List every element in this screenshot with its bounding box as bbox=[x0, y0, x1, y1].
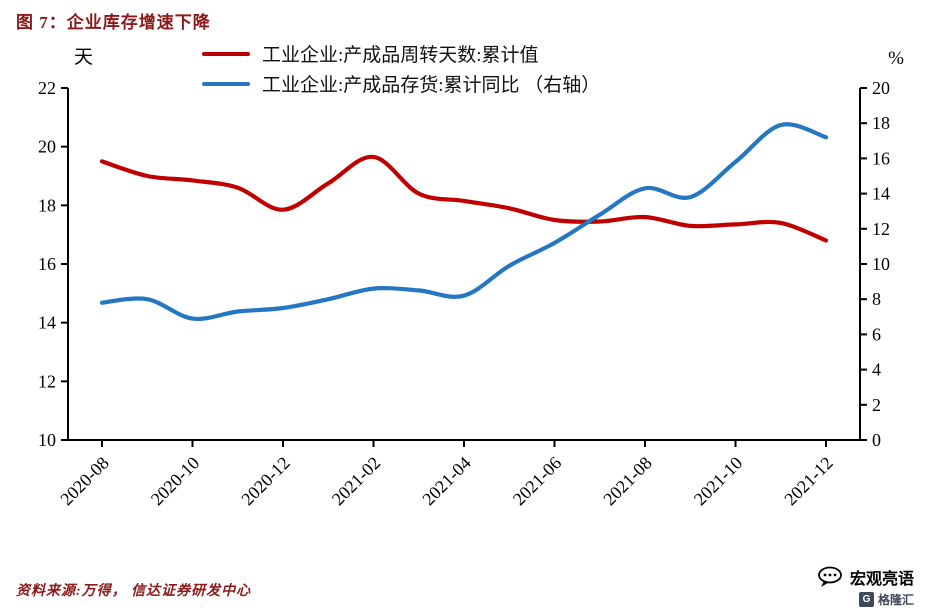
gelonghui-watermark: G 格隆汇 bbox=[858, 591, 914, 608]
left-axis-tick-label: 16 bbox=[38, 254, 56, 274]
x-axis-tick-label: 2021-10 bbox=[690, 453, 747, 510]
right-axis-tick-label: 18 bbox=[872, 113, 890, 133]
right-axis-tick-label: 4 bbox=[872, 360, 881, 380]
right-axis-tick-label: 10 bbox=[872, 254, 890, 274]
x-axis-tick-label: 2021-06 bbox=[509, 453, 566, 510]
left-axis-tick-label: 10 bbox=[38, 430, 56, 450]
right-axis-tick-label: 16 bbox=[872, 148, 890, 168]
axis-frame bbox=[67, 88, 861, 441]
right-axis-tick-label: 14 bbox=[872, 184, 890, 204]
right-axis-tick-label: 0 bbox=[872, 430, 881, 450]
legend-label: 工业企业:产成品周转天数:累计值 bbox=[262, 45, 539, 66]
right-axis-tick-label: 12 bbox=[872, 219, 890, 239]
left-axis-tick-label: 12 bbox=[38, 371, 56, 391]
legend: 工业企业:产成品周转天数:累计值 工业企业:产成品存货:累计同比 （右轴） bbox=[202, 40, 600, 97]
gelonghui-logo-icon: G bbox=[858, 592, 874, 607]
right-axis-tick-label: 8 bbox=[872, 289, 881, 309]
x-axis-tick-label: 2021-12 bbox=[780, 453, 837, 510]
legend-swatch-red-line bbox=[202, 51, 250, 56]
x-axis-tick-label: 2020-12 bbox=[237, 453, 294, 510]
source-note: 资料来源:万得， 信达证券研发中心 bbox=[16, 584, 252, 599]
left-axis-tick-label: 18 bbox=[38, 195, 56, 215]
legend-item-inventory-yoy: 工业企业:产成品存货:累计同比 （右轴） bbox=[202, 70, 600, 97]
x-axis-tick-label: 2021-08 bbox=[599, 453, 656, 510]
legend-swatch-blue-line bbox=[202, 81, 250, 86]
gelonghui-watermark-text: 格隆汇 bbox=[877, 593, 914, 607]
left-axis-tick-label: 14 bbox=[38, 313, 56, 333]
wechat-watermark-text: 宏观亮语 bbox=[849, 571, 914, 588]
legend-label: 工业企业:产成品存货:累计同比 （右轴） bbox=[262, 75, 601, 96]
right-axis-unit: % bbox=[888, 48, 904, 69]
chart-title: 图 7：企业库存增速下降 bbox=[16, 13, 211, 32]
left-axis-tick-label: 20 bbox=[38, 137, 56, 157]
x-axis-tick-label: 2020-08 bbox=[56, 453, 113, 510]
wechat-watermark: 宏观亮语 bbox=[817, 565, 914, 589]
series-line-0 bbox=[99, 154, 829, 243]
right-axis-tick-label: 20 bbox=[872, 78, 890, 98]
left-axis-tick-label: 22 bbox=[38, 78, 56, 98]
watermark-block: 宏观亮语 G 格隆汇 bbox=[817, 565, 914, 608]
x-axis-tick-label: 2021-02 bbox=[328, 453, 385, 510]
right-axis-tick-label: 6 bbox=[872, 324, 881, 344]
left-axis-unit: 天 bbox=[74, 47, 94, 68]
series-line-1 bbox=[99, 122, 829, 322]
x-axis-tick-label: 2020-10 bbox=[147, 453, 204, 510]
speech-bubble-icon bbox=[818, 566, 842, 587]
legend-item-turnover-days: 工业企业:产成品周转天数:累计值 bbox=[202, 40, 600, 67]
right-axis-tick-label: 2 bbox=[872, 395, 881, 415]
x-axis-tick-label: 2021-04 bbox=[418, 453, 475, 510]
